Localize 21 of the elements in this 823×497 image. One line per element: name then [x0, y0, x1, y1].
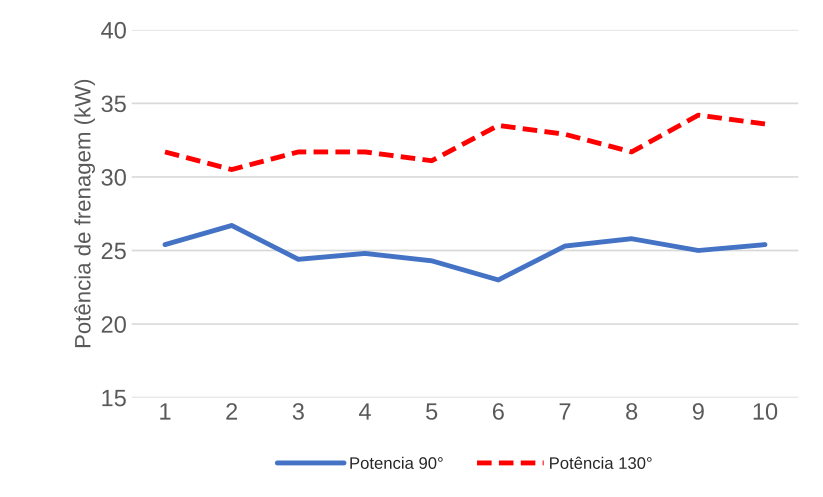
legend-label: Potência 130° [550, 456, 652, 469]
x-tick-label: 9 [692, 403, 704, 420]
line-series [162, 223, 768, 282]
y-tick-label: 30 [101, 169, 126, 186]
x-tick-label: 1 [160, 403, 170, 420]
line-series [162, 112, 768, 172]
x-tick-label: 10 [754, 403, 778, 420]
x-tick-label: 4 [358, 403, 371, 420]
x-tick-label: 2 [226, 403, 238, 420]
y-axis-title: Potência de frenagem (kW) [74, 80, 96, 348]
x-tick-label: 6 [492, 403, 504, 420]
x-tick-label: 3 [292, 403, 304, 420]
y-tick-label: 35 [101, 95, 126, 112]
x-tick-label: 7 [560, 403, 570, 420]
y-tick-label: 25 [102, 242, 126, 260]
x-tick-label: 5 [426, 403, 438, 420]
y-tick-label: 40 [101, 22, 126, 39]
y-tick-label: 15 [102, 390, 126, 406]
y-tick-label: 20 [102, 316, 126, 333]
x-tick-label: 8 [626, 403, 638, 420]
legend-label: Potencia 90° [350, 456, 443, 469]
